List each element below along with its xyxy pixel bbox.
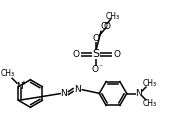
- Text: O: O: [72, 50, 79, 59]
- Text: O: O: [113, 50, 120, 59]
- Text: +: +: [21, 80, 26, 86]
- Text: N: N: [135, 89, 142, 98]
- Text: O: O: [104, 22, 111, 31]
- Text: CH₃: CH₃: [142, 99, 156, 108]
- Text: N: N: [74, 85, 81, 94]
- Text: CH₃: CH₃: [1, 69, 15, 78]
- Text: O: O: [101, 22, 108, 31]
- Text: S: S: [93, 49, 100, 59]
- Text: CH₃: CH₃: [142, 79, 156, 88]
- Text: ⁻: ⁻: [98, 62, 102, 71]
- Text: CH₃: CH₃: [106, 12, 120, 21]
- Text: O: O: [92, 65, 99, 74]
- Text: N: N: [61, 89, 67, 98]
- Text: O: O: [93, 34, 100, 43]
- Text: N: N: [16, 82, 23, 91]
